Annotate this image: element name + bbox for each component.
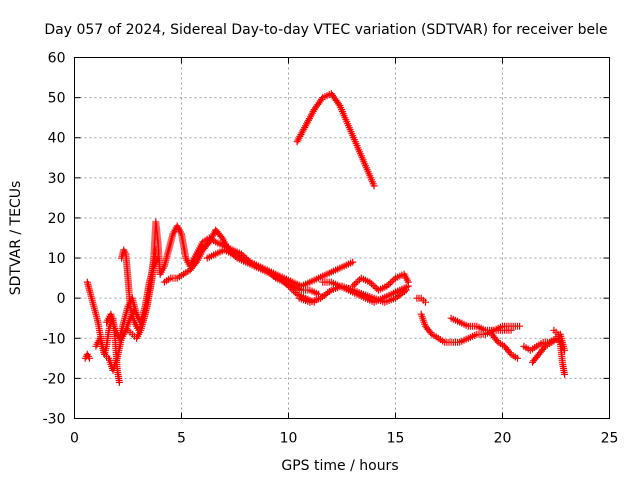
y-tick-label: 60 — [48, 51, 66, 67]
x-axis-ticks: 0 5 10 15 20 25 — [70, 57, 619, 447]
series-marks — [550, 326, 569, 378]
y-tick-label: 20 — [48, 211, 66, 227]
x-tick-label: 25 — [601, 431, 619, 447]
data-marks — [81, 90, 569, 386]
series-marks — [413, 294, 429, 306]
series-marks — [92, 306, 138, 374]
series-marks — [81, 350, 93, 362]
series-sat-c — [92, 306, 138, 374]
series-marks — [447, 314, 524, 334]
series-sat-q — [488, 330, 521, 362]
series-sat-l — [349, 270, 412, 294]
series-sat-p — [447, 314, 524, 334]
y-tick-label: -20 — [43, 371, 66, 387]
x-tick-label: 0 — [70, 431, 79, 447]
series-marks — [293, 90, 378, 190]
series-marks — [295, 282, 410, 306]
y-tick-label: 30 — [48, 171, 66, 187]
y-axis-label: SDTVAR / TECUs — [8, 181, 24, 296]
y-tick-label: 50 — [48, 91, 66, 107]
y-axis-ticks: -30 -20 -10 0 10 20 30 40 50 60 — [43, 51, 610, 428]
series-marks — [488, 330, 521, 362]
y-tick-label: 40 — [48, 131, 66, 147]
x-tick-label: 15 — [387, 431, 405, 447]
y-tick-label: 10 — [48, 251, 66, 267]
x-tick-label: 5 — [177, 431, 186, 447]
series-sat-m — [295, 282, 410, 306]
x-axis-label: GPS time / hours — [281, 458, 398, 474]
series-sat-j — [293, 90, 378, 190]
x-tick-label: 20 — [494, 431, 512, 447]
series-sat-f — [124, 218, 164, 342]
series-sat-a — [81, 350, 93, 362]
y-tick-label: -10 — [43, 331, 66, 347]
plot-frame — [74, 57, 610, 419]
y-tick-label: -30 — [43, 412, 66, 428]
series-marks — [203, 246, 357, 290]
series-sat-n — [413, 294, 429, 306]
series-sat-i — [203, 246, 357, 290]
x-tick-label: 10 — [280, 431, 298, 447]
chart-title: Day 057 of 2024, Sidereal Day-to-day VTE… — [44, 22, 607, 38]
series-marks — [349, 270, 412, 294]
grid — [74, 57, 610, 419]
series-marks — [124, 218, 164, 342]
y-tick-label: 0 — [57, 291, 66, 307]
series-sat-t — [550, 326, 569, 378]
